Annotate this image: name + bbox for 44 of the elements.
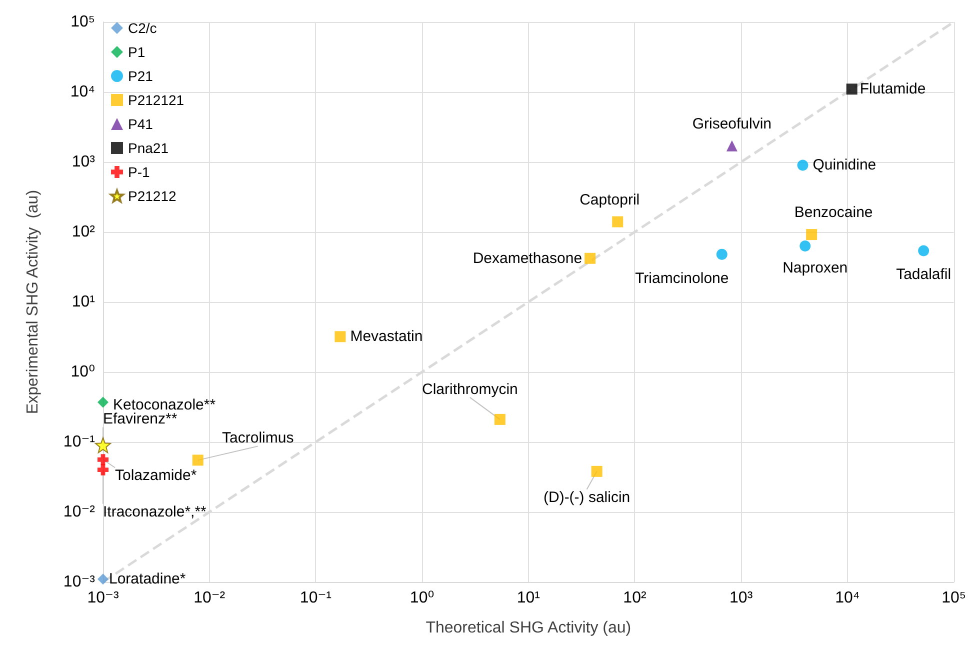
annotation: Flutamide xyxy=(860,80,926,98)
x-tick-label: 10³ xyxy=(730,590,754,606)
y-tick-label: 10⁴ xyxy=(70,84,96,100)
y-tick-label: 10⁵ xyxy=(70,14,95,30)
legend-label: P212121 xyxy=(128,92,184,108)
x-axis-title: Theoretical SHG Activity (au) xyxy=(426,620,632,636)
y-tick-label: 10¹ xyxy=(72,294,95,310)
annotation: Clarithromycin xyxy=(422,380,518,398)
x-tick-label: 10⁰ xyxy=(410,590,434,606)
x-tick-label: 10⁻¹ xyxy=(300,590,332,606)
x-tick-label: 10⁴ xyxy=(835,590,860,606)
x-tick-label: 10⁻² xyxy=(194,590,226,606)
annotation: Naproxen xyxy=(782,260,848,277)
y-tick-label: 10² xyxy=(72,224,96,240)
legend-label: P21 xyxy=(128,68,154,84)
annotation: Tadalafil xyxy=(896,266,952,284)
y-tick-label: 10³ xyxy=(72,154,96,170)
annotation: Griseofulvin xyxy=(692,115,772,132)
x-tick-label: 10¹ xyxy=(516,590,540,606)
annotation: Dexamethasone xyxy=(472,250,582,267)
legend-label: P1 xyxy=(128,44,146,60)
annotation: Quinidine xyxy=(812,156,876,174)
y-axis-title: Experimental SHG Activity (au) xyxy=(24,190,42,414)
x-tick-label: 10² xyxy=(623,590,647,606)
annotation: Tolazamide* xyxy=(115,467,197,484)
legend-label: P-1 xyxy=(128,164,150,180)
y-tick-label: 10⁻² xyxy=(63,504,96,520)
annotation: Mevastatin xyxy=(350,328,423,346)
legend-label: Pna21 xyxy=(128,140,169,156)
annotation: Captopril xyxy=(580,191,640,208)
y-tick-label: 10⁻³ xyxy=(63,574,96,590)
annotation: Tacrolimus xyxy=(222,430,294,447)
annotation: Benzocaine xyxy=(794,204,873,222)
legend-label: P41 xyxy=(128,116,154,132)
annotation: (D)-(-) salicin xyxy=(543,488,630,506)
legend-label: P21212 xyxy=(128,188,176,204)
x-tick-label: 10⁻³ xyxy=(87,590,120,606)
annotation: Loratadine* xyxy=(109,570,186,588)
y-tick-label: 10⁰ xyxy=(70,364,95,380)
annotation: Triamcinolone xyxy=(635,270,729,287)
y-tick-label: 10⁻¹ xyxy=(63,434,95,450)
annotation: Itraconazole*,** xyxy=(103,503,207,520)
x-tick-label: 10⁵ xyxy=(942,590,966,606)
legend-label: C2/c xyxy=(128,20,157,36)
